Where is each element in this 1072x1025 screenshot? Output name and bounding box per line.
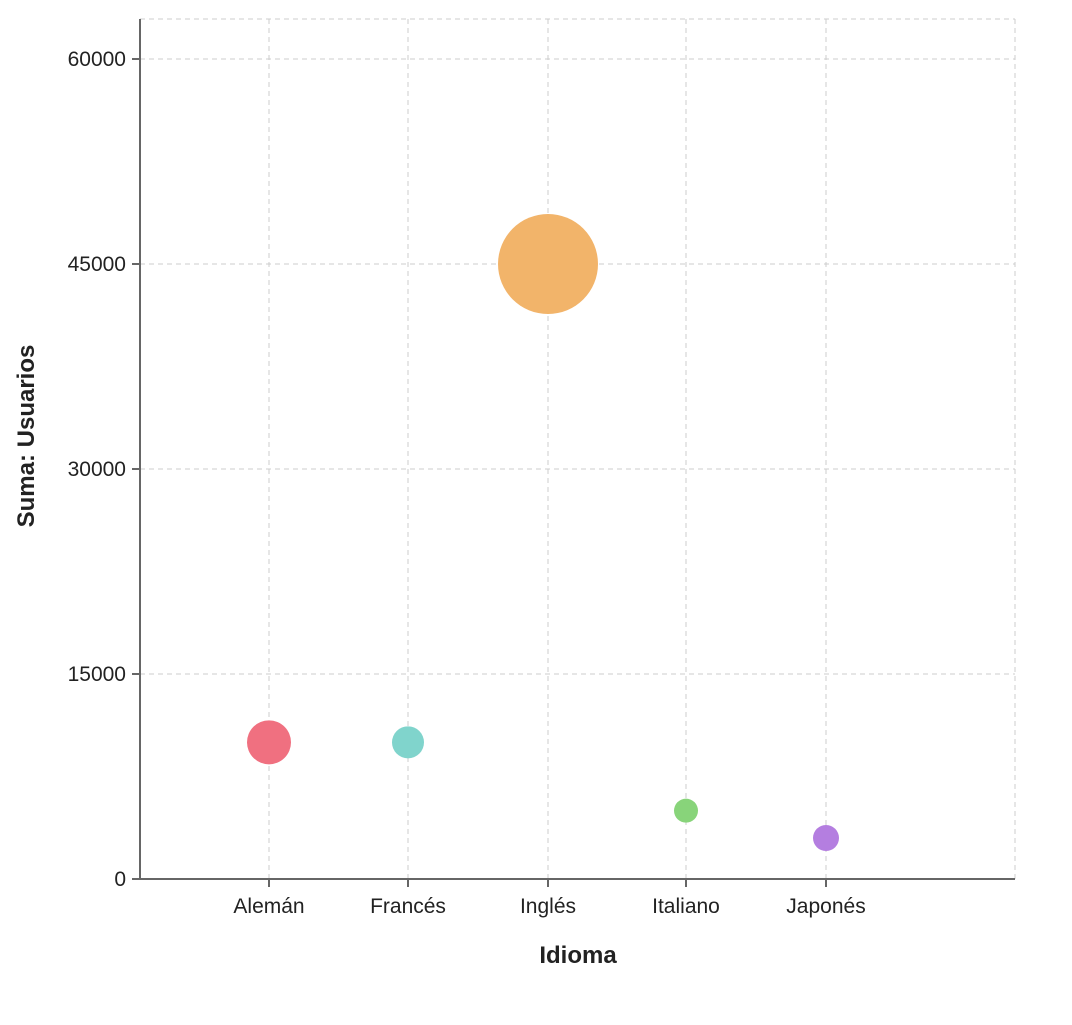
x-tick-label: Italiano <box>652 895 720 918</box>
y-tick-label: 0 <box>114 868 126 891</box>
x-tick-label: Japonés <box>786 895 865 918</box>
bubble-Inglés[interactable] <box>498 214 598 314</box>
bubble-Italiano[interactable] <box>674 798 698 823</box>
y-tick-label: 15000 <box>68 663 126 686</box>
y-axis-title: Suma: Usuarios <box>13 345 40 528</box>
y-tick-label: 60000 <box>68 48 126 71</box>
bubble-Japonés[interactable] <box>813 825 839 851</box>
y-tick-label: 45000 <box>68 253 126 276</box>
x-tick-label: Francés <box>370 895 446 918</box>
x-axis-title: Idioma <box>539 942 617 969</box>
x-tick-label: Inglés <box>520 895 576 918</box>
bubble-Francés[interactable] <box>392 726 424 759</box>
y-tick-label: 30000 <box>68 458 126 481</box>
bubble-Alemán[interactable] <box>247 720 291 765</box>
x-tick-label: Alemán <box>233 895 304 918</box>
